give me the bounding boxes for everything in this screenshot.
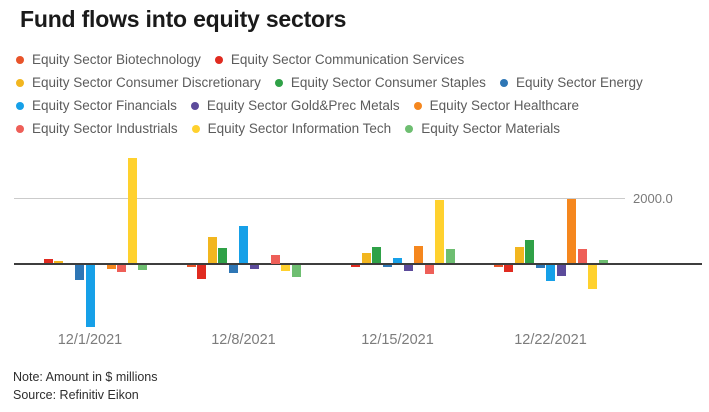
legend-item-equity-sector-materials: Equity Sector Materials — [405, 121, 560, 136]
bar-equity-sector-industrials-12-15-2021 — [424, 265, 434, 274]
legend-label: Equity Sector Healthcare — [429, 98, 579, 113]
bar-equity-sector-industrials-12-1-2021 — [117, 265, 126, 273]
bar-equity-sector-biotechnology-12-8-2021 — [186, 265, 196, 268]
x-axis-label-12-1-2021: 12/1/2021 — [57, 332, 123, 348]
legend: Equity Sector Biotechnology Equity Sector… — [16, 48, 643, 140]
bar-equity-sector-industrials-12-22-2021 — [577, 249, 587, 264]
bar-equity-sector-communication-services-12-22-2021 — [504, 265, 513, 272]
legend-item-equity-sector-consumer-staples: Equity Sector Consumer Staples — [274, 75, 486, 90]
bar-equity-sector-information-tech-12-15-2021 — [435, 200, 444, 264]
x-axis-label-12-22-2021: 12/22/2021 — [514, 332, 587, 348]
legend-label: Equity Sector Materials — [421, 121, 560, 136]
legend-dot-icon — [190, 101, 199, 110]
chart-note: Note: Amount in $ millions — [13, 370, 158, 384]
legend-dot-icon — [16, 124, 24, 133]
legend-row-3: Equity Sector Financials Equity Sector Go… — [16, 94, 643, 117]
bar-equity-sector-industrials-12-8-2021 — [270, 255, 280, 264]
bar-equity-sector-energy-12-8-2021 — [228, 265, 238, 273]
bar-equity-sector-financials-12-15-2021 — [393, 257, 402, 264]
page-title: Fund flows into equity sectors — [20, 6, 347, 32]
bar-equity-sector-consumer-discretionary-12-15-2021 — [361, 252, 371, 264]
bar-equity-sector-financials-12-1-2021 — [85, 265, 95, 327]
bar-equity-sector-healthcare-12-22-2021 — [567, 199, 576, 264]
bar-equity-sector-information-tech-12-8-2021 — [281, 265, 290, 271]
bar-equity-sector-healthcare-12-15-2021 — [414, 245, 423, 264]
bar-equity-sector-information-tech-12-22-2021 — [588, 265, 597, 290]
legend-row-4: Equity Sector Industrials Equity Sector I… — [16, 117, 643, 140]
legend-label: Equity Sector Communication Services — [230, 52, 465, 67]
bar-equity-sector-materials-12-8-2021 — [291, 265, 301, 277]
bar-equity-sector-consumer-discretionary-12-22-2021 — [514, 246, 524, 264]
bar-equity-sector-materials-12-22-2021 — [598, 260, 608, 264]
bar-equity-sector-consumer-staples-12-8-2021 — [218, 247, 227, 264]
bar-equity-sector-materials-12-15-2021 — [445, 249, 455, 264]
legend-dot-icon — [214, 55, 223, 64]
bar-equity-sector-communication-services-12-8-2021 — [197, 265, 206, 279]
legend-item-equity-sector-industrials: Equity Sector Industrials — [16, 121, 178, 136]
legend-label: Equity Sector Energy — [515, 75, 643, 90]
bar-equity-sector-gold-prec-metals-12-15-2021 — [403, 265, 413, 271]
x-axis-label-12-15-2021: 12/15/2021 — [361, 332, 434, 348]
legend-label: Equity Sector Gold&Prec Metals — [206, 98, 400, 113]
bar-equity-sector-energy-12-22-2021 — [535, 265, 545, 268]
legend-label: Equity Sector Consumer Discretionary — [32, 75, 261, 90]
legend-dot-icon — [413, 101, 422, 110]
legend-label: Equity Sector Biotechnology — [32, 52, 201, 67]
legend-label: Equity Sector Financials — [32, 98, 177, 113]
bar-equity-sector-materials-12-1-2021 — [138, 265, 147, 271]
legend-row-2: Equity Sector Consumer Discretionary Equi… — [16, 71, 643, 94]
bar-equity-sector-consumer-discretionary-12-8-2021 — [207, 237, 217, 264]
bar-equity-sector-financials-12-8-2021 — [239, 226, 248, 264]
bar-equity-sector-healthcare-12-1-2021 — [106, 265, 116, 270]
bar-equity-sector-consumer-staples-12-15-2021 — [372, 246, 381, 264]
legend-item-equity-sector-information-tech: Equity Sector Information Tech — [191, 121, 392, 136]
legend-item-equity-sector-communication-services: Equity Sector Communication Services — [214, 52, 465, 67]
bar-equity-sector-gold-prec-metals-12-22-2021 — [556, 265, 566, 276]
legend-dot-icon — [274, 78, 283, 87]
legend-row-1: Equity Sector Biotechnology Equity Sector… — [16, 48, 643, 71]
bar-equity-sector-consumer-staples-12-22-2021 — [525, 240, 534, 264]
chart-source: Source: Refinitiv Eikon — [13, 388, 139, 402]
bar-equity-sector-information-tech-12-1-2021 — [127, 157, 137, 264]
legend-dot-icon — [16, 55, 24, 64]
legend-item-equity-sector-financials: Equity Sector Financials — [16, 98, 177, 113]
legend-dot-icon — [16, 101, 24, 110]
bar-equity-sector-gold-prec-metals-12-8-2021 — [249, 265, 259, 269]
bar-equity-sector-biotechnology-12-22-2021 — [493, 265, 503, 268]
legend-dot-icon — [191, 124, 200, 133]
legend-item-equity-sector-energy: Equity Sector Energy — [499, 75, 643, 90]
legend-label: Equity Sector Industrials — [32, 121, 178, 136]
legend-dot-icon — [16, 78, 24, 87]
bar-equity-sector-communication-services-12-1-2021 — [43, 258, 53, 264]
x-axis-line — [14, 263, 702, 265]
bar-equity-sector-energy-12-15-2021 — [382, 265, 392, 267]
y-axis-label-2000: 2000.0 — [633, 191, 673, 206]
legend-dot-icon — [499, 78, 508, 87]
legend-item-equity-sector-consumer-discretionary: Equity Sector Consumer Discretionary — [16, 75, 261, 90]
legend-item-equity-sector-healthcare: Equity Sector Healthcare — [413, 98, 579, 113]
gridline-2000 — [14, 198, 625, 199]
x-axis-label-12-8-2021: 12/8/2021 — [211, 332, 276, 348]
bar-equity-sector-communication-services-12-15-2021 — [351, 265, 360, 267]
bar-equity-sector-consumer-discretionary-12-1-2021 — [54, 261, 63, 264]
legend-item-equity-sector-gold-prec-metals: Equity Sector Gold&Prec Metals — [190, 98, 400, 113]
legend-item-equity-sector-biotechnology: Equity Sector Biotechnology — [16, 52, 201, 67]
legend-dot-icon — [405, 124, 414, 133]
bar-equity-sector-energy-12-1-2021 — [75, 265, 84, 281]
legend-label: Equity Sector Consumer Staples — [290, 75, 486, 90]
bar-equity-sector-financials-12-22-2021 — [546, 265, 555, 281]
legend-label: Equity Sector Information Tech — [207, 121, 392, 136]
